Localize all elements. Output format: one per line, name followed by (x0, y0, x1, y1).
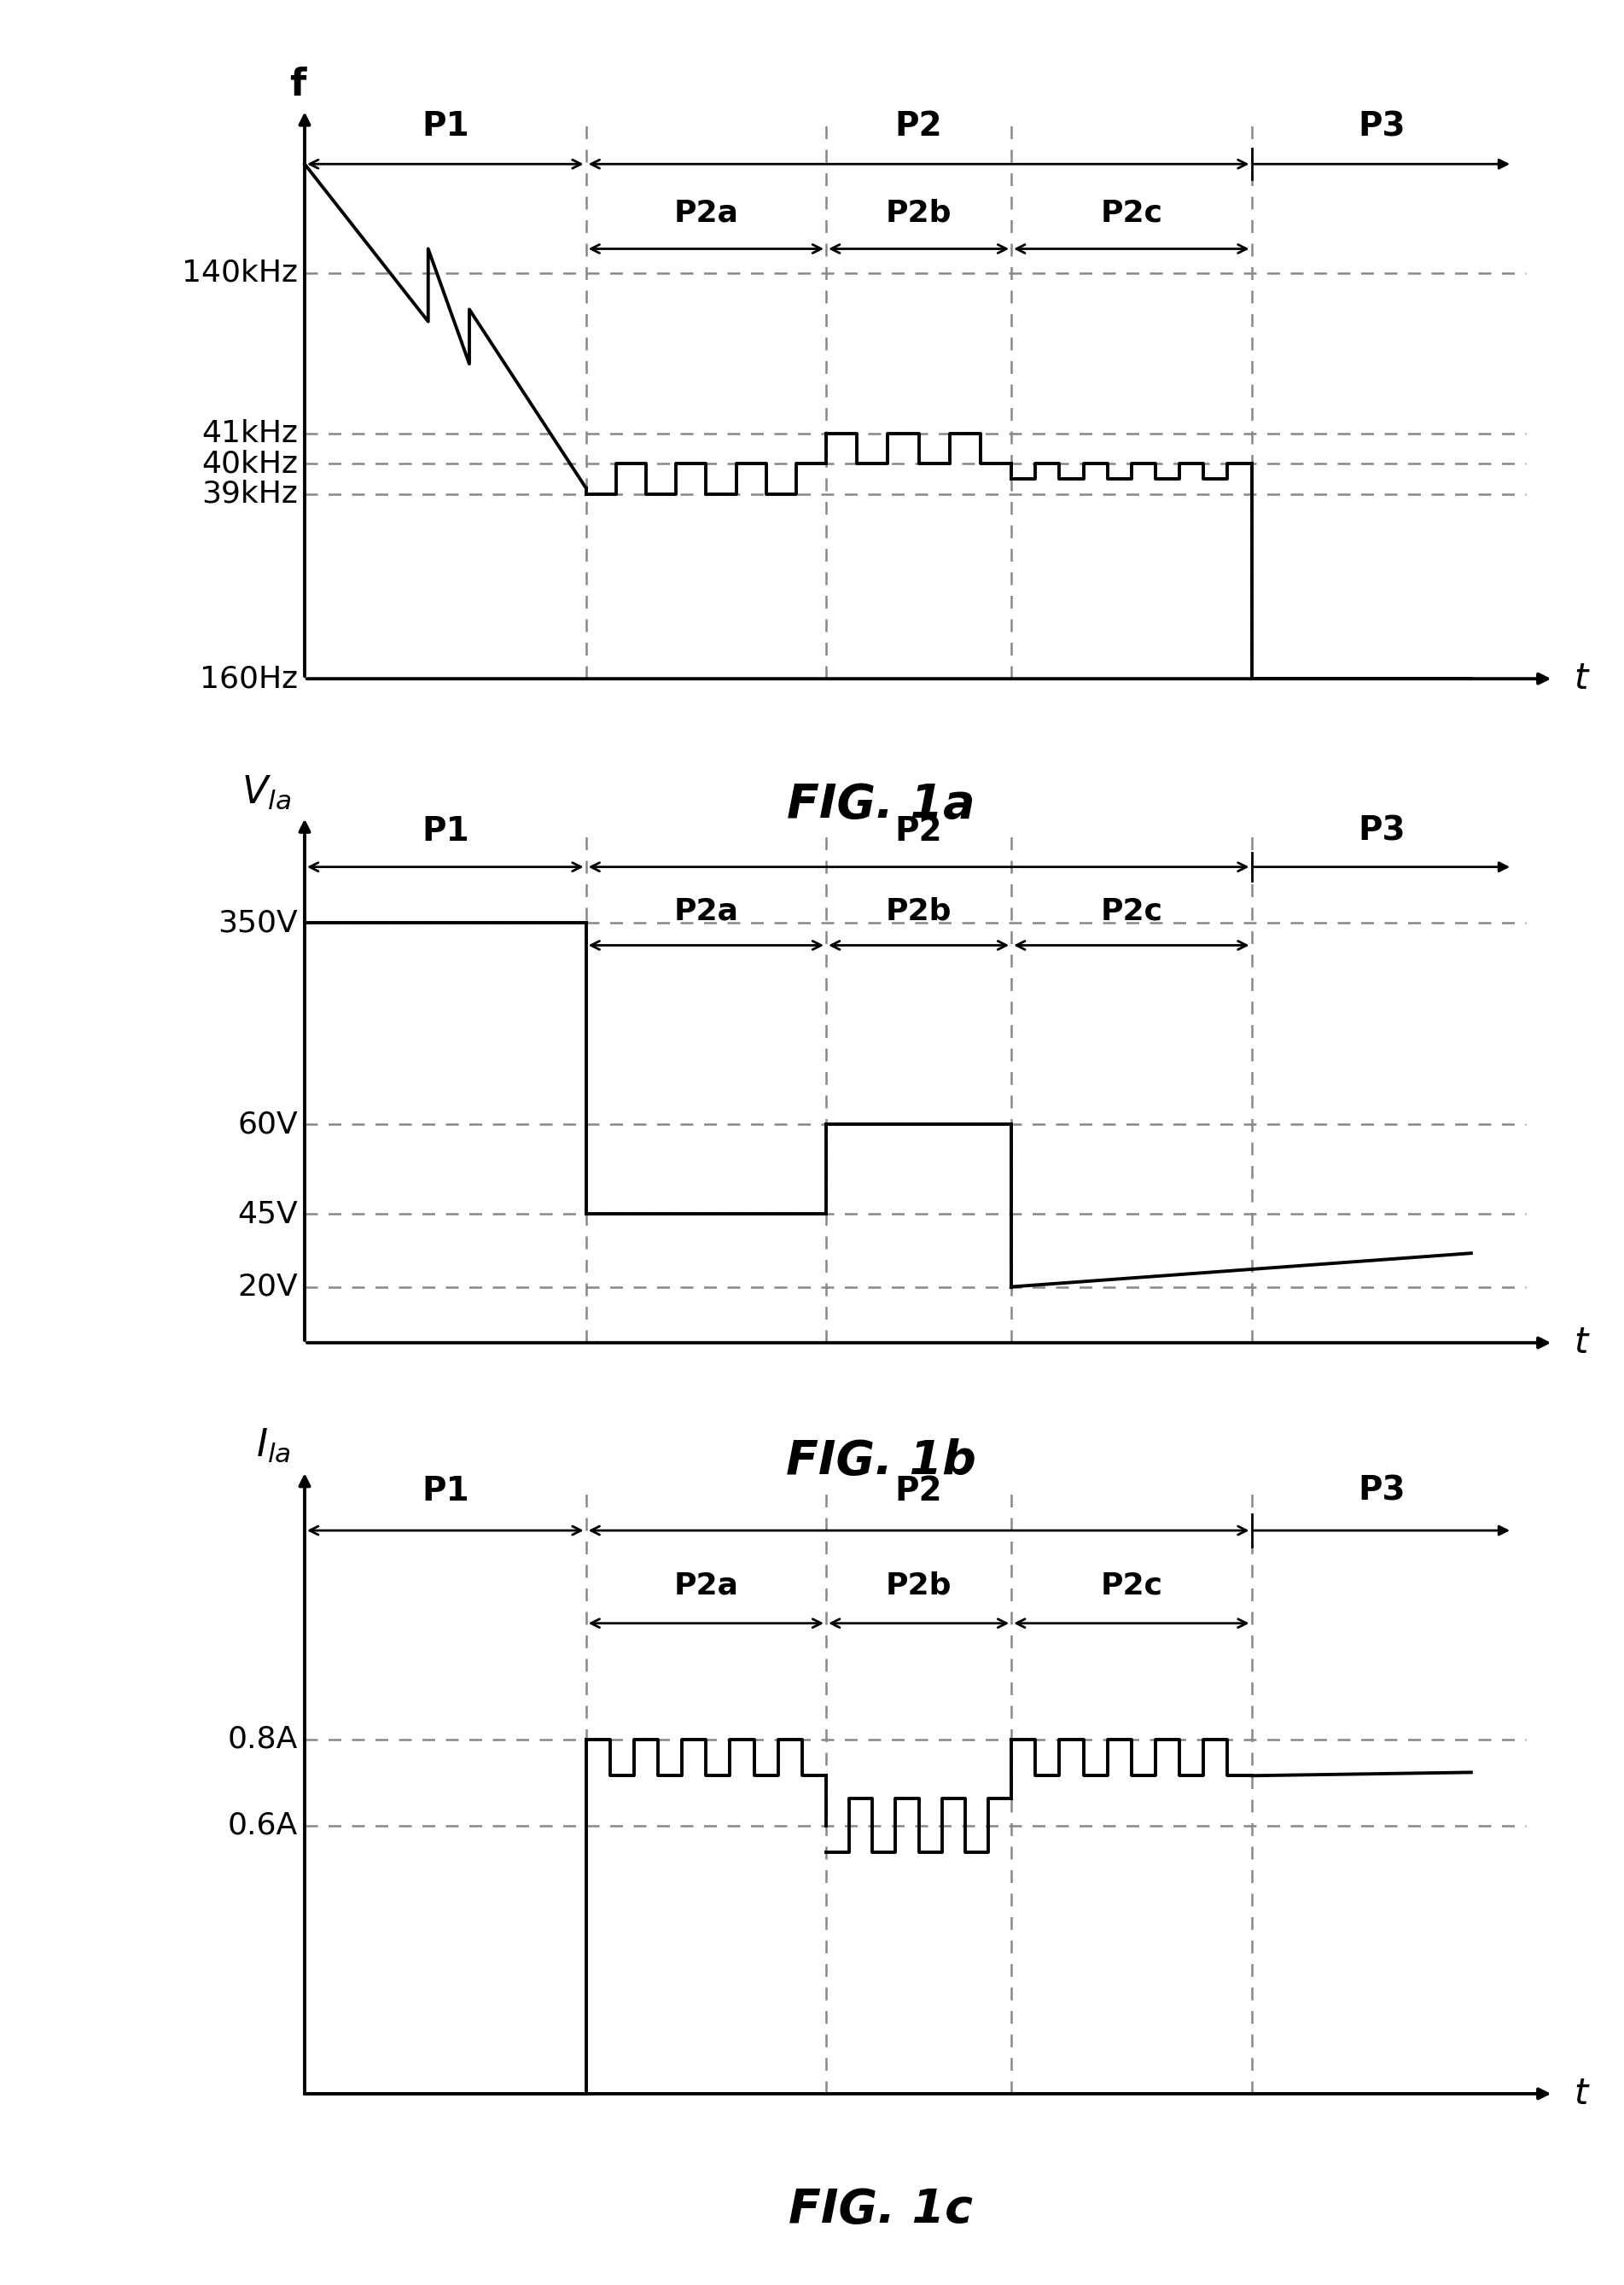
Text: P2b: P2b (885, 1572, 952, 1600)
Text: t: t (1574, 660, 1588, 697)
Text: P1: P1 (422, 1474, 469, 1508)
Text: P2b: P2b (885, 896, 952, 925)
Text: 40kHz: 40kHz (201, 450, 297, 478)
Text: 160Hz: 160Hz (200, 665, 297, 692)
Text: P2a: P2a (674, 199, 739, 228)
Text: FIG. 1c: FIG. 1c (789, 2187, 973, 2232)
Text: P3: P3 (1358, 1474, 1406, 1508)
Text: P2: P2 (895, 816, 942, 848)
Text: P2a: P2a (674, 896, 739, 925)
Text: P2: P2 (895, 1474, 942, 1508)
Text: $I_{la}$: $I_{la}$ (257, 1428, 291, 1465)
Text: 350V: 350V (218, 909, 297, 937)
Text: P2c: P2c (1101, 896, 1163, 925)
Text: P3: P3 (1358, 110, 1406, 144)
Text: 45V: 45V (237, 1200, 297, 1229)
Text: P1: P1 (422, 110, 469, 144)
Text: 20V: 20V (237, 1273, 297, 1302)
Text: 41kHz: 41kHz (201, 418, 297, 448)
Text: P2b: P2b (885, 199, 952, 228)
Text: t: t (1574, 1325, 1588, 1360)
Text: P1: P1 (422, 816, 469, 848)
Text: P2c: P2c (1101, 199, 1163, 228)
Text: $V_{la}$: $V_{la}$ (242, 775, 291, 811)
Text: FIG. 1a: FIG. 1a (788, 781, 974, 827)
Text: 60V: 60V (237, 1111, 297, 1138)
Text: FIG. 1b: FIG. 1b (786, 1437, 976, 1483)
Text: P2a: P2a (674, 1572, 739, 1600)
Text: P3: P3 (1358, 816, 1406, 848)
Text: t: t (1574, 2075, 1588, 2111)
Text: 0.6A: 0.6A (227, 1810, 297, 1839)
Text: P2c: P2c (1101, 1572, 1163, 1600)
Text: 140kHz: 140kHz (182, 258, 297, 288)
Text: P2: P2 (895, 110, 942, 144)
Text: f: f (289, 66, 305, 103)
Text: 39kHz: 39kHz (201, 480, 297, 510)
Text: 0.8A: 0.8A (227, 1725, 297, 1755)
